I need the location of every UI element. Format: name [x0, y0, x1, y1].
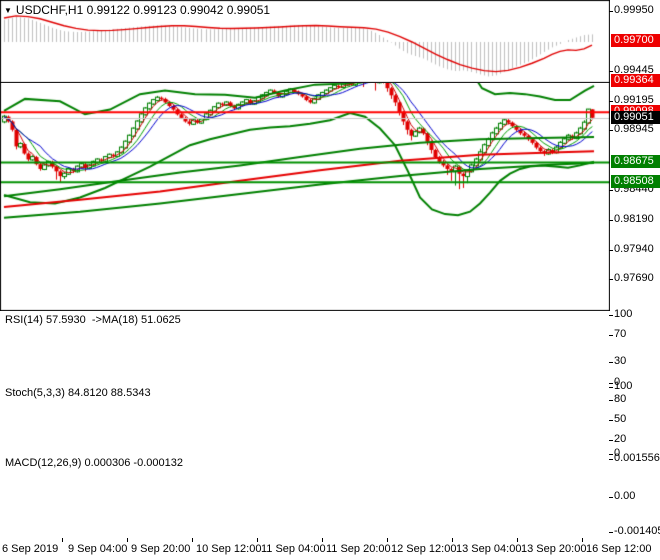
- time-axis-label: 12 Sep 12:00: [391, 543, 457, 555]
- symbol-ohlc-text: USDCHF,H1 0.99122 0.99123 0.99042 0.9905…: [15, 3, 271, 17]
- price-tick-mark: [609, 11, 613, 12]
- macd-indicator-canvas[interactable]: [0, 0, 610, 83]
- time-axis-label: 9 Sep 04:00: [68, 543, 128, 555]
- stoch-tick-mark: [609, 440, 613, 441]
- price-tick-label: 0.99195: [614, 94, 654, 106]
- stoch-tick-label: 100: [614, 380, 633, 392]
- macd-tick-mark: [609, 532, 613, 533]
- time-tick-mark: [517, 538, 518, 542]
- time-axis-label: 11 Sep 04:00: [261, 543, 326, 555]
- price-tick-label: 0.98190: [614, 213, 654, 225]
- time-tick-mark: [387, 538, 388, 542]
- time-tick-mark: [452, 538, 453, 542]
- price-tick-label: 0.98945: [614, 123, 654, 135]
- time-axis-label: 6 Sep 2019: [2, 543, 59, 555]
- macd-tick-mark: [609, 459, 613, 460]
- chart-title: ▼ USDCHF,H1 0.99122 0.99123 0.99042 0.990…: [4, 3, 270, 17]
- chevron-down-icon: ▼: [4, 6, 12, 15]
- stoch-tick-mark: [609, 387, 613, 388]
- price-tick-label: 0.97690: [614, 272, 654, 284]
- stoch-tick-label: 20: [614, 433, 627, 445]
- rsi-tick-label: 0: [614, 376, 621, 388]
- macd-tick-label: -0.001405: [614, 525, 660, 537]
- rsi-label: RSI(14) 57.5930 ->MA(18) 51.0625: [5, 314, 181, 326]
- price-level-badge: 0.99700: [611, 34, 660, 47]
- stoch-tick-label: 0: [614, 447, 621, 459]
- price-tick-mark: [609, 130, 613, 131]
- price-tick-mark: [609, 250, 613, 251]
- price-tick-mark: [609, 220, 613, 221]
- rsi-tick-label: 30: [614, 355, 627, 367]
- time-axis-label: 10 Sep 12:00: [196, 543, 262, 555]
- time-axis-label: 16 Sep 12:00: [586, 543, 652, 555]
- stoch-tick-label: 50: [614, 413, 627, 425]
- price-tick-label: 0.99445: [614, 64, 654, 76]
- price-tick-mark: [609, 279, 613, 280]
- stoch-label: Stoch(5,3,3) 84.8120 88.5343: [5, 387, 151, 399]
- time-tick-mark: [192, 538, 193, 542]
- rsi-tick-mark: [609, 335, 613, 336]
- time-axis-label: 13 Sep 04:00: [456, 543, 522, 555]
- rsi-tick-label: 70: [614, 328, 627, 340]
- rsi-tick-label: 100: [614, 308, 633, 320]
- stoch-tick-mark: [609, 420, 613, 421]
- stoch-tick-label: 80: [614, 393, 627, 405]
- time-axis-label: 11 Sep 20:00: [326, 543, 391, 555]
- time-tick-mark: [127, 538, 128, 542]
- price-tick-mark: [609, 101, 613, 102]
- price-tick-label: 0.99950: [614, 4, 654, 16]
- time-tick-mark: [582, 538, 583, 542]
- price-tick-mark: [609, 71, 613, 72]
- time-tick-mark: [62, 538, 63, 542]
- stoch-tick-mark: [609, 400, 613, 401]
- price-level-badge: 0.99051: [611, 111, 660, 124]
- stoch-tick-mark: [609, 454, 613, 455]
- macd-tick-mark: [609, 497, 613, 498]
- macd-label: MACD(12,26,9) 0.000306 -0.000132: [5, 457, 183, 469]
- time-tick-mark: [257, 538, 258, 542]
- price-level-badge: 0.98675: [611, 155, 660, 168]
- time-tick-mark: [322, 538, 323, 542]
- time-axis-label: 9 Sep 20:00: [131, 543, 191, 555]
- macd-tick-label: 0.00: [614, 490, 636, 502]
- rsi-tick-mark: [609, 315, 613, 316]
- time-axis-label: 13 Sep 20:00: [521, 543, 587, 555]
- macd-tick-label: 0.001556: [614, 452, 660, 464]
- rsi-tick-mark: [609, 362, 613, 363]
- price-tick-mark: [609, 190, 613, 191]
- price-tick-label: 0.97940: [614, 243, 654, 255]
- rsi-tick-mark: [609, 383, 613, 384]
- price-level-badge: 0.99364: [611, 74, 660, 87]
- price-level-badge: 0.98508: [611, 175, 660, 188]
